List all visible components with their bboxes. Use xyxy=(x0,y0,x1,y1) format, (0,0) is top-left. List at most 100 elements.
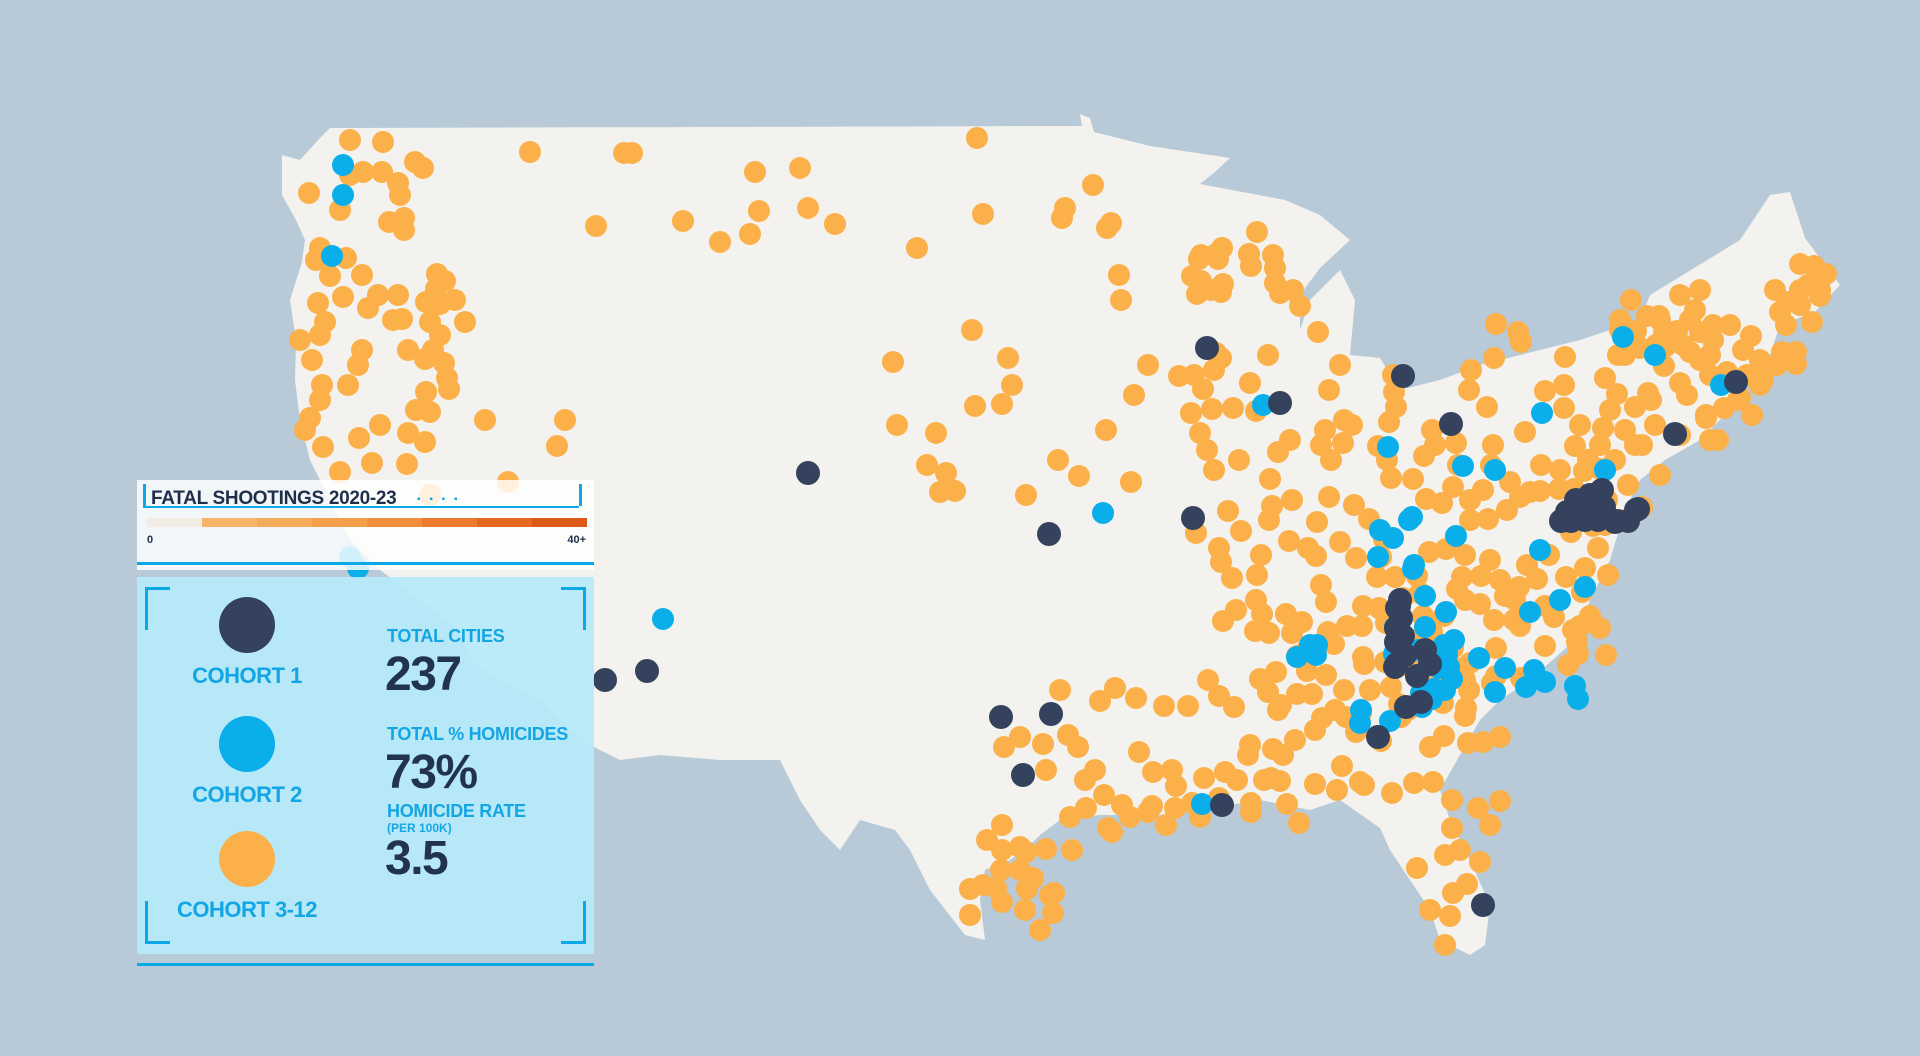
city-dot-cohort-3-12 xyxy=(1188,248,1210,270)
city-dot-cohort-3-12 xyxy=(1352,595,1374,617)
color-scale-bar xyxy=(147,518,587,527)
city-dot-cohort-3-12 xyxy=(748,200,770,222)
city-dot-cohort-3-12 xyxy=(1258,622,1280,644)
city-dot-cohort-3-12 xyxy=(1402,468,1424,490)
city-dot-cohort-3-12 xyxy=(1732,339,1754,361)
city-dot-cohort-1 xyxy=(635,659,659,683)
frame-line xyxy=(143,506,579,508)
city-dot-cohort-3-12 xyxy=(1190,270,1212,292)
city-dot-cohort-3-12 xyxy=(1137,801,1159,823)
city-dot-cohort-3-12 xyxy=(1250,544,1272,566)
city-dot-cohort-3-12 xyxy=(1433,725,1455,747)
city-dot-cohort-3-12 xyxy=(1564,435,1586,457)
city-dot-cohort-3-12 xyxy=(1595,644,1617,666)
city-dot-cohort-1 xyxy=(1471,893,1495,917)
city-dot-cohort-3-12 xyxy=(1419,899,1441,921)
city-dot-cohort-2 xyxy=(1644,344,1666,366)
city-dot-cohort-3-12 xyxy=(1508,576,1530,598)
city-dot-cohort-3-12 xyxy=(1276,793,1298,815)
total-homicides-label: TOTAL % HOMICIDES xyxy=(387,724,568,744)
city-dot-cohort-3-12 xyxy=(1108,264,1130,286)
city-dot-cohort-3-12 xyxy=(1284,729,1306,751)
city-dot-cohort-3-12 xyxy=(474,409,496,431)
city-dot-cohort-3-12 xyxy=(319,265,341,287)
city-dot-cohort-3-12 xyxy=(1695,404,1717,426)
city-dot-cohort-3-12 xyxy=(1620,289,1642,311)
cohort-1-legend: COHORT 1 xyxy=(167,597,327,689)
city-dot-cohort-3-12 xyxy=(1553,374,1575,396)
city-dot-cohort-3-12 xyxy=(1637,382,1659,404)
city-dot-cohort-3-12 xyxy=(1483,347,1505,369)
city-dot-cohort-3-12 xyxy=(1418,541,1440,563)
city-dot-cohort-3-12 xyxy=(412,157,434,179)
city-dot-cohort-3-12 xyxy=(959,904,981,926)
city-dot-cohort-3-12 xyxy=(352,161,374,183)
city-dot-cohort-3-12 xyxy=(1189,422,1211,444)
city-dot-cohort-2 xyxy=(321,245,343,267)
total-homicides-value: 73% xyxy=(385,746,478,799)
city-dot-cohort-2 xyxy=(1377,436,1399,458)
city-dot-cohort-3-12 xyxy=(1212,610,1234,632)
city-dot-cohort-3-12 xyxy=(1713,397,1735,419)
city-dot-cohort-3-12 xyxy=(1217,500,1239,522)
city-dot-cohort-3-12 xyxy=(1424,434,1446,456)
city-dot-cohort-3-12 xyxy=(1406,857,1428,879)
city-dot-cohort-1 xyxy=(1578,483,1602,507)
city-dot-cohort-3-12 xyxy=(1476,396,1498,418)
city-dot-cohort-1 xyxy=(1366,725,1390,749)
city-dot-cohort-3-12 xyxy=(1649,309,1671,331)
city-dot-cohort-3-12 xyxy=(886,414,908,436)
city-dot-cohort-3-12 xyxy=(1246,221,1268,243)
city-dot-cohort-3-12 xyxy=(307,292,329,314)
city-dot-cohort-3-12 xyxy=(961,319,983,341)
city-dot-cohort-3-12 xyxy=(1238,243,1260,265)
city-dot-cohort-3-12 xyxy=(1496,499,1518,521)
city-dot-cohort-3-12 xyxy=(1120,471,1142,493)
city-dot-cohort-3-12 xyxy=(1485,637,1507,659)
city-dot-cohort-3-12 xyxy=(1562,619,1584,641)
city-dot-cohort-3-12 xyxy=(1431,492,1453,514)
city-dot-cohort-3-12 xyxy=(1240,801,1262,823)
city-dot-cohort-3-12 xyxy=(1097,817,1119,839)
city-dot-cohort-3-12 xyxy=(1422,771,1444,793)
city-dot-cohort-2 xyxy=(1549,589,1571,611)
city-dot-cohort-3-12 xyxy=(1477,508,1499,530)
city-dot-cohort-3-12 xyxy=(1193,767,1215,789)
city-dot-cohort-2 xyxy=(1367,546,1389,568)
legend-header: FATAL SHOOTINGS 2020-23 ▪ ▪ ▪ ▪ 0 40+ xyxy=(137,480,594,570)
city-dot-cohort-3-12 xyxy=(1534,380,1556,402)
city-dot-cohort-3-12 xyxy=(397,422,419,444)
city-dot-cohort-1 xyxy=(1181,506,1205,530)
city-dot-cohort-3-12 xyxy=(1059,806,1081,828)
city-dot-cohort-3-12 xyxy=(1165,775,1187,797)
decorative-dots-icon: ▪ ▪ ▪ ▪ xyxy=(417,494,461,505)
city-dot-cohort-2 xyxy=(1515,676,1537,698)
city-dot-cohort-3-12 xyxy=(1617,474,1639,496)
city-dot-cohort-3-12 xyxy=(997,347,1019,369)
city-dot-cohort-3-12 xyxy=(1049,679,1071,701)
city-dot-cohort-2 xyxy=(1435,601,1457,623)
city-dot-cohort-3-12 xyxy=(1331,755,1353,777)
city-dot-cohort-3-12 xyxy=(1272,744,1294,766)
legend-divider xyxy=(137,562,594,565)
city-dot-cohort-3-12 xyxy=(1569,414,1591,436)
city-dot-cohort-3-12 xyxy=(1323,633,1345,655)
city-dot-cohort-3-12 xyxy=(1579,605,1601,627)
city-dot-cohort-3-12 xyxy=(1082,174,1104,196)
city-dot-cohort-3-12 xyxy=(1741,404,1763,426)
city-dot-cohort-3-12 xyxy=(1201,398,1223,420)
city-dot-cohort-1 xyxy=(1724,370,1748,394)
city-dot-cohort-3-12 xyxy=(1061,839,1083,861)
city-dot-cohort-3-12 xyxy=(1016,878,1038,900)
city-dot-cohort-2 xyxy=(1252,394,1274,416)
city-dot-cohort-3-12 xyxy=(1749,349,1771,371)
city-dot-cohort-3-12 xyxy=(1246,564,1268,586)
city-dot-cohort-3-12 xyxy=(312,436,334,458)
city-dot-cohort-3-12 xyxy=(1577,449,1599,471)
city-dot-cohort-3-12 xyxy=(585,215,607,237)
city-dot-cohort-3-12 xyxy=(519,141,541,163)
frame-corner xyxy=(145,587,170,630)
city-dot-cohort-2 xyxy=(652,608,674,630)
city-dot-cohort-3-12 xyxy=(1469,851,1491,873)
city-dot-cohort-3-12 xyxy=(1702,314,1724,336)
